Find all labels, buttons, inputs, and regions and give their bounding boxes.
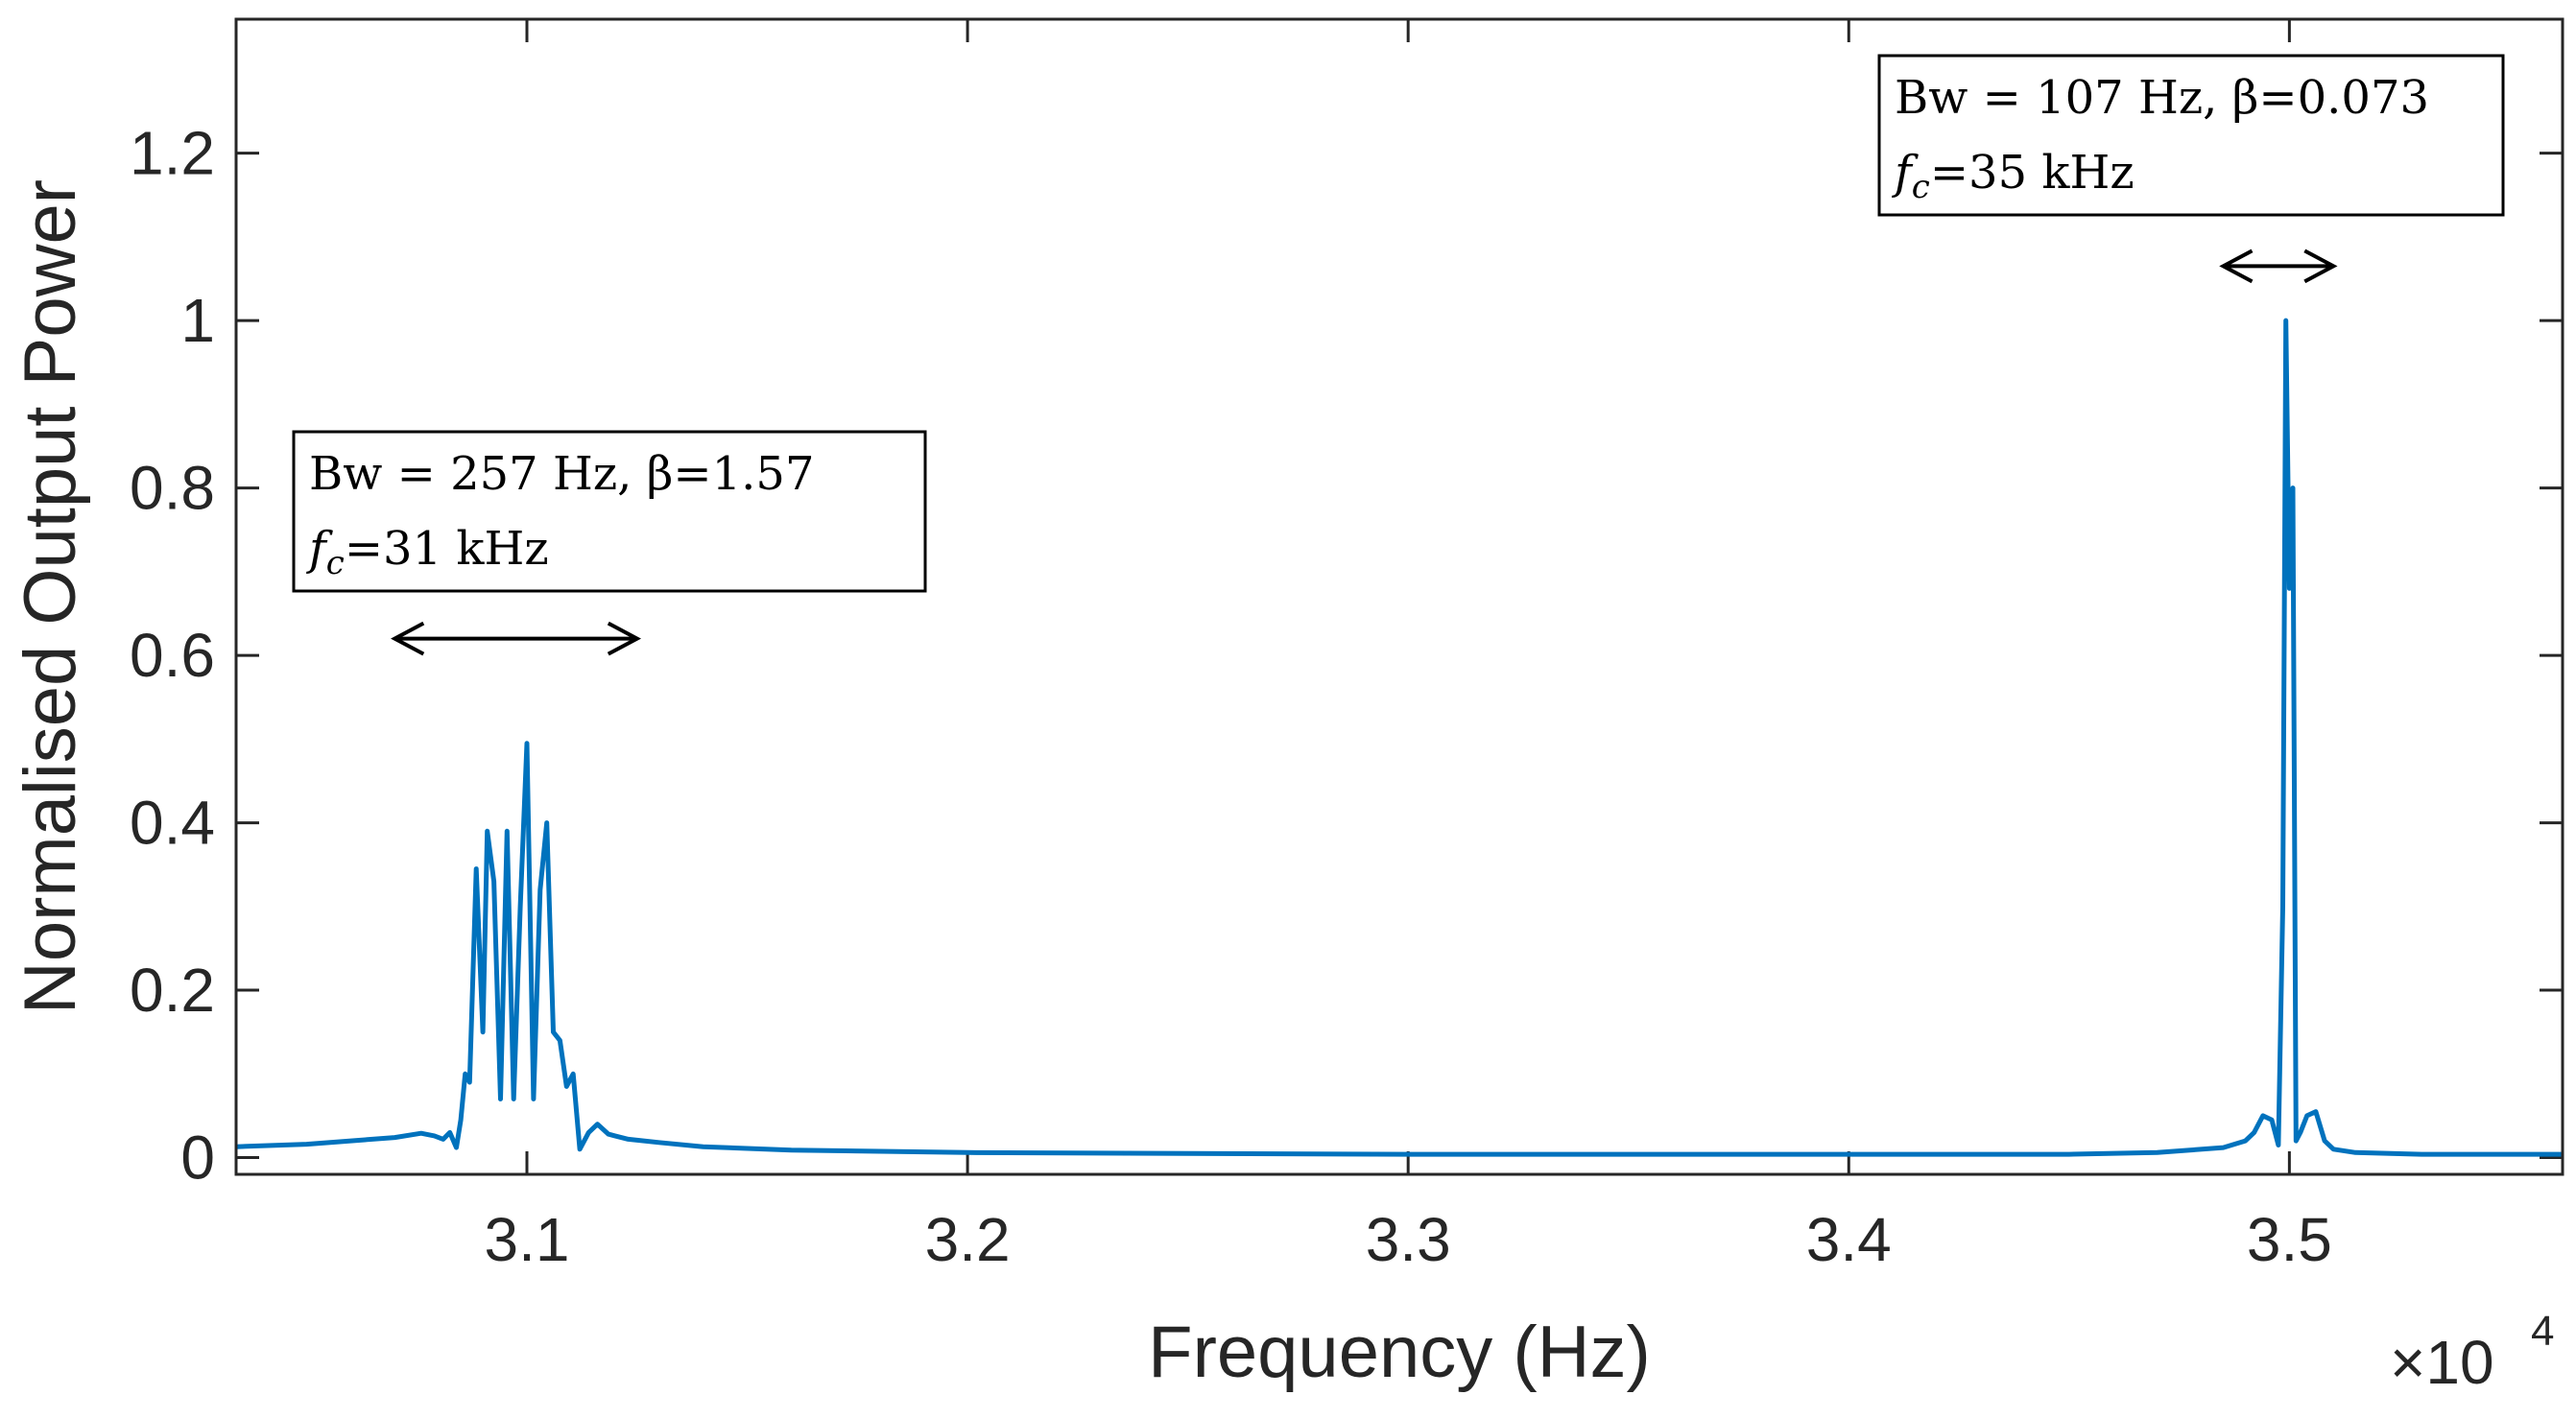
- x-axis-exponent: ×10 4: [2390, 1308, 2554, 1397]
- x-tick-label: 3.2: [925, 1205, 1011, 1274]
- y-tick-label: 0.8: [130, 454, 215, 523]
- annotations: Bw = 257 Hz, β=1.57 fc=31 kHz Bw = 107 Hz,…: [292, 54, 2505, 656]
- annotation-arrow-head-left: [391, 621, 425, 656]
- x-axis-label: Frequency (Hz): [1148, 1312, 1651, 1393]
- x-tick-labels: 3.1 3.2 3.3 3.4 3.5: [485, 1205, 2332, 1274]
- annotation-box: [1877, 54, 2505, 217]
- y-tick-label: 0: [180, 1123, 215, 1193]
- x-tick-label: 3.3: [1366, 1205, 1451, 1274]
- y-tick-label: 0.4: [130, 789, 215, 858]
- y-tick-label: 0.2: [130, 956, 215, 1025]
- x-tick-label: 3.5: [2247, 1205, 2332, 1274]
- annotation-line1: Bw = 257 Hz, β=1.57: [309, 447, 814, 501]
- annotation-box: [292, 430, 927, 593]
- data-series: [235, 318, 2563, 1157]
- annotation-line1: Bw = 107 Hz, β=0.073: [1895, 71, 2429, 125]
- annotation-arrow-head-right: [2303, 248, 2338, 284]
- annotation-arrow-head-right: [607, 621, 642, 656]
- y-tick-label: 1.2: [130, 119, 215, 188]
- x-exponent-base: ×10: [2390, 1328, 2494, 1397]
- y-tick-labels: 0 0.2 0.4 0.6 0.8 1 1.2: [130, 119, 215, 1193]
- y-tick-label: 1: [180, 286, 215, 355]
- plot-frame: [234, 17, 2564, 1176]
- y-axis-label: Normalised Output Power: [10, 179, 91, 1014]
- annotation-rest: =31 kHz: [345, 522, 549, 576]
- annotation-arrow-head-left: [2219, 248, 2254, 284]
- annotation-rest: =35 kHz: [1930, 146, 2135, 200]
- axis-ticks: [236, 19, 2563, 1174]
- x-tick-label: 3.4: [1806, 1205, 1892, 1274]
- x-tick-label: 3.1: [485, 1205, 570, 1274]
- x-exponent-power: 4: [2531, 1308, 2554, 1355]
- annotation-subscript: c: [1912, 168, 1930, 206]
- y-tick-label: 0.6: [130, 621, 215, 690]
- series-line: [235, 318, 2563, 1157]
- annotation-line2: fc=31 kHz: [306, 522, 549, 582]
- annotation-subscript: c: [326, 544, 345, 582]
- annotation-line2: fc=35 kHz: [1892, 146, 2135, 206]
